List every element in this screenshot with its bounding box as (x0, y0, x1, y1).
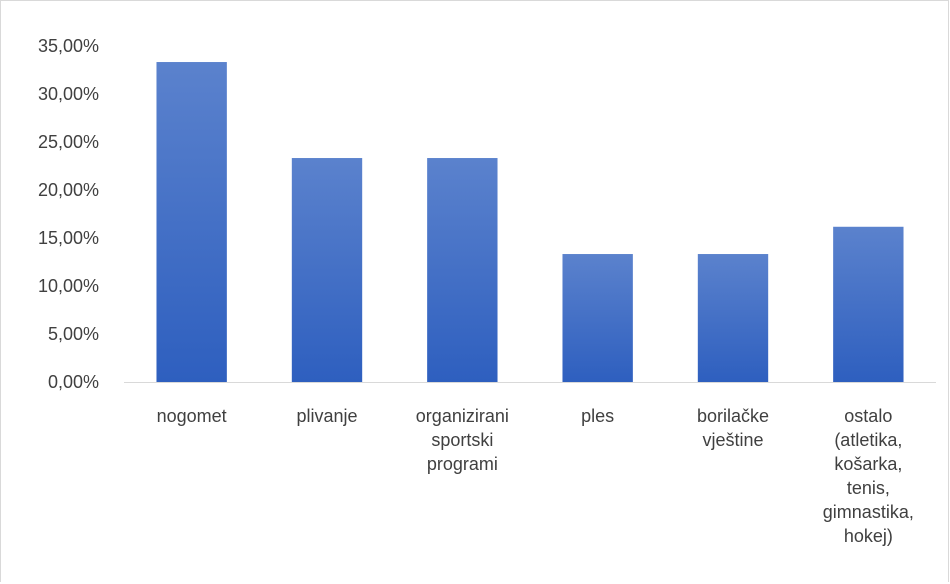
x-tick-label: plivanje (296, 406, 357, 426)
bar (697, 254, 769, 382)
x-tick-label: borilačke vještine (697, 406, 769, 450)
y-tick-label: 15,00% (38, 228, 99, 248)
x-tick-label: ostalo (atletika, košarka, tenis, gimnastika… (823, 406, 914, 546)
x-tick-label-line: nogomet (157, 406, 227, 426)
x-tick-label-line: (atletika, (834, 430, 902, 450)
bar (833, 226, 904, 382)
x-tick-label: ples (581, 406, 614, 426)
bar (427, 158, 498, 382)
x-tick-label-line: borilačke (697, 406, 769, 426)
x-tick-label: organizirani sportski programi (416, 406, 509, 474)
x-tick-label-line: vještine (702, 430, 763, 450)
x-tick-label-line: organizirani (416, 406, 509, 426)
y-tick-label: 5,00% (48, 324, 99, 344)
x-tick-label-line: plivanje (296, 406, 357, 426)
x-tick-label-line: tenis, (847, 478, 890, 498)
x-tick-label-line: gimnastika, (823, 502, 914, 522)
y-tick-label: 20,00% (38, 180, 99, 200)
y-tick-label: 35,00% (38, 36, 99, 56)
x-tick-label-line: programi (427, 454, 498, 474)
bar (291, 158, 363, 382)
x-tick-label: nogomet (157, 406, 227, 426)
x-tick-label-line: ostalo (844, 406, 892, 426)
y-tick-label: 10,00% (38, 276, 99, 296)
bars (156, 62, 904, 382)
bar (562, 254, 633, 382)
x-tick-label-line: sportski (431, 430, 493, 450)
y-axis-ticks: 0,00% 5,00% 10,00% 15,00% 20,00% 25,00% 30,00%… (38, 36, 99, 392)
y-tick-label: 25,00% (38, 132, 99, 152)
bar (156, 62, 227, 382)
y-tick-label: 30,00% (38, 84, 99, 104)
y-tick-label: 0,00% (48, 372, 99, 392)
x-tick-label-line: košarka, (834, 454, 902, 474)
x-tick-label-line: ples (581, 406, 614, 426)
x-tick-label-line: hokej) (844, 526, 893, 546)
x-axis-labels: nogomet plivanje organizirani sportski progr… (157, 406, 914, 546)
